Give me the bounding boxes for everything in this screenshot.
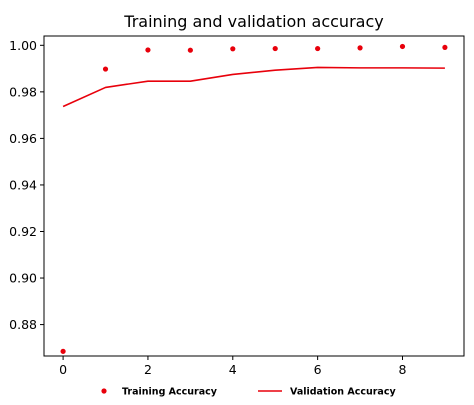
data-point-training-accuracy: [102, 66, 109, 72]
data-point-training-accuracy: [357, 45, 363, 51]
data-point-training-accuracy: [187, 47, 193, 53]
y-tick-label: 0.90: [9, 271, 37, 286]
chart-title: Training and validation accuracy: [123, 12, 383, 31]
data-point-training-accuracy: [272, 45, 278, 52]
x-tick-label: 0: [59, 362, 67, 377]
x-tick-label: 6: [314, 362, 322, 377]
plot-area: 0 2 4 6 8 0.88 0.90 0.92 0.94 0.96 0.98 1.00: [9, 35, 465, 377]
data-point-training-accuracy: [399, 43, 406, 50]
legend-label-training-accuracy: Training Accuracy: [122, 387, 218, 398]
legend-marker-training-accuracy: [101, 388, 107, 394]
data-point-training-accuracy: [60, 348, 66, 354]
data-point-training-accuracy: [315, 45, 321, 52]
y-tick-label: 0.96: [9, 131, 37, 146]
legend: Training Accuracy Validation Accuracy: [101, 387, 396, 398]
x-tick-label: 2: [144, 362, 152, 377]
legend-label-validation-accuracy: Validation Accuracy: [290, 387, 396, 398]
data-point-training-accuracy: [145, 47, 151, 53]
y-tick-label: 0.92: [9, 224, 37, 239]
y-tick-label: 1.00: [9, 38, 37, 53]
data-point-training-accuracy: [442, 44, 448, 51]
y-tick-label: 0.98: [9, 84, 37, 99]
y-tick-label: 0.88: [9, 317, 37, 332]
series-line-validation-accuracy: [62, 66, 445, 108]
x-tick-label: 8: [399, 362, 407, 377]
x-tick-label: 4: [229, 362, 237, 377]
data-point-training-accuracy: [230, 46, 236, 52]
axes-frame: [43, 35, 465, 357]
y-tick-label: 0.94: [9, 177, 37, 192]
